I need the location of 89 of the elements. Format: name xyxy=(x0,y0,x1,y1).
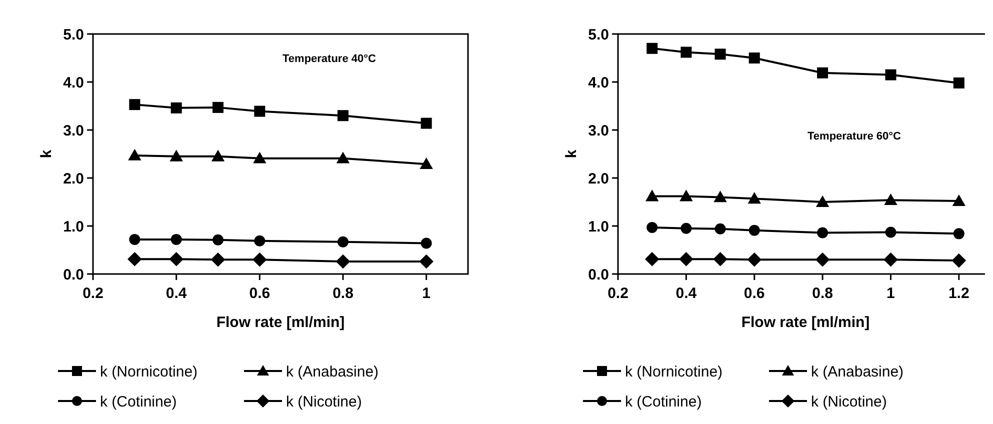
point xyxy=(336,152,350,164)
y-tick-label: 3.0 xyxy=(588,122,609,140)
y-axis-title: k xyxy=(38,149,55,158)
y-tick-label: 5.0 xyxy=(63,26,84,44)
point xyxy=(646,42,658,54)
point xyxy=(646,222,658,233)
point xyxy=(169,252,184,266)
point xyxy=(211,150,225,162)
y-axis-title: k xyxy=(563,149,580,158)
point xyxy=(884,193,898,206)
x-tick-label: 0.4 xyxy=(166,285,188,302)
x-axis-title: Flow rate [ml/min] xyxy=(216,314,345,331)
point xyxy=(952,194,966,206)
y-tick-label: 1.0 xyxy=(63,218,84,236)
point xyxy=(953,77,964,88)
point xyxy=(170,234,182,245)
point xyxy=(128,148,142,160)
point xyxy=(210,252,226,267)
point xyxy=(953,228,964,240)
point xyxy=(748,192,761,204)
legend-label: k (Cotinine) xyxy=(100,393,177,410)
x-tick-label: 1.2 xyxy=(948,285,970,302)
point xyxy=(338,236,348,248)
point xyxy=(679,252,694,266)
point xyxy=(338,110,348,122)
annotation: Temperature 40°C xyxy=(282,53,376,66)
point xyxy=(420,118,432,129)
point xyxy=(680,46,692,58)
point xyxy=(419,254,434,269)
point xyxy=(748,224,760,236)
point xyxy=(253,152,266,164)
legend-label: k (Nicotine) xyxy=(811,393,887,410)
x-tick-label: 0.6 xyxy=(744,285,765,302)
legend-label: k (Nornicotine) xyxy=(625,363,723,380)
y-tick-label: 4.0 xyxy=(588,74,609,92)
point xyxy=(129,234,140,245)
point xyxy=(645,190,659,202)
point xyxy=(815,252,830,267)
x-axis-title: Flow rate [ml/min] xyxy=(741,314,870,331)
x-tick-label: 0.8 xyxy=(332,285,354,302)
point xyxy=(680,190,693,202)
point xyxy=(714,48,726,60)
point xyxy=(252,252,267,267)
point xyxy=(817,227,828,238)
point xyxy=(885,226,896,238)
x-tick-label: 0.4 xyxy=(676,285,698,302)
legend-label: k (Nicotine) xyxy=(286,393,362,410)
y-tick-label: 2.0 xyxy=(63,170,84,188)
point xyxy=(212,102,224,113)
x-tick-label: 1 xyxy=(422,285,431,302)
point xyxy=(170,102,182,114)
y-tick-label: 0.0 xyxy=(588,266,609,284)
point xyxy=(254,106,266,117)
point xyxy=(816,195,830,207)
point xyxy=(748,52,760,64)
point xyxy=(714,223,726,234)
point xyxy=(817,67,828,78)
legend-label: k (Cotinine) xyxy=(625,393,702,410)
point xyxy=(885,69,896,80)
point xyxy=(713,252,728,266)
legend-label: k (Anabasine) xyxy=(286,363,379,380)
point xyxy=(170,150,183,162)
point xyxy=(680,222,692,234)
point xyxy=(128,252,142,266)
point xyxy=(254,235,266,246)
x-tick-label: 0.6 xyxy=(249,285,270,302)
x-tick-label: 1 xyxy=(886,285,895,302)
point xyxy=(952,253,966,268)
y-tick-label: 0.0 xyxy=(63,266,84,284)
point xyxy=(212,234,224,246)
x-tick-label: 0.2 xyxy=(608,285,628,302)
y-tick-label: 1.0 xyxy=(588,218,609,236)
point xyxy=(714,190,727,202)
legend-label: k (Nornicotine) xyxy=(100,363,198,380)
x-tick-label: 0.2 xyxy=(82,285,104,302)
point xyxy=(129,99,140,110)
point xyxy=(644,252,660,266)
y-tick-label: 3.0 xyxy=(63,122,84,140)
y-tick-label: 2.0 xyxy=(588,170,609,188)
point xyxy=(884,252,898,267)
point xyxy=(420,157,433,170)
y-tick-label: 5.0 xyxy=(588,26,609,44)
legend-label: k (Anabasine) xyxy=(811,363,904,380)
x-tick-label: 0.8 xyxy=(812,285,833,302)
point xyxy=(336,254,350,269)
y-tick-label: 4.0 xyxy=(63,74,84,92)
annotation: Temperature 60°C xyxy=(808,130,902,143)
point xyxy=(747,252,762,267)
point xyxy=(420,238,432,249)
